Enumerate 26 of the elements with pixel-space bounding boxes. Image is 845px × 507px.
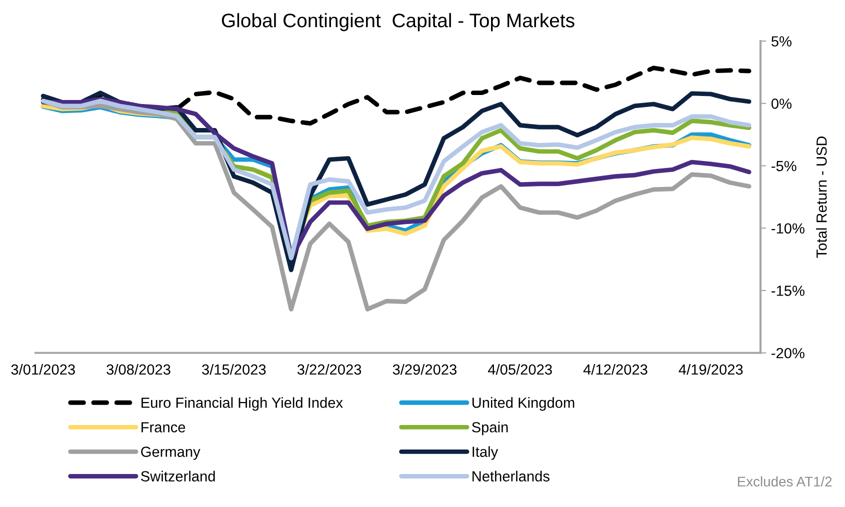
y-tick-label: -10% xyxy=(772,223,804,234)
y-tick-label: -5% xyxy=(772,160,796,172)
legend-label: France xyxy=(142,422,186,432)
y-tick-label: -20% xyxy=(772,348,804,358)
legend-label: United Kingdom xyxy=(472,397,574,411)
x-tick-label: 3/15/2023 xyxy=(202,364,266,375)
y-tick-label: 5% xyxy=(772,36,792,46)
legend-label: Switzerland xyxy=(141,470,215,482)
legend-label: Italy xyxy=(472,446,498,460)
x-tick-label: 3/08/2023 xyxy=(106,364,170,375)
x-tick-label: 3/22/2023 xyxy=(297,364,362,375)
legend-label: Netherlands xyxy=(472,470,550,482)
legend-label: Germany xyxy=(141,446,200,460)
y-axis-title: Total Return - USD xyxy=(816,136,827,258)
y-tick-label: 0% xyxy=(771,98,792,109)
x-tick-label: 3/29/2023 xyxy=(392,364,457,375)
x-tick-label: 4/12/2023 xyxy=(583,364,648,375)
chart-title: Global Contingient Capital - Top Markets xyxy=(222,13,574,32)
legend-label: Euro Financial High Yield Index xyxy=(142,397,343,411)
line-series xyxy=(40,98,752,312)
y-tick-label: -15% xyxy=(772,286,804,296)
x-tick-label: 4/19/2023 xyxy=(678,364,743,375)
x-tick-label: 4/05/2023 xyxy=(488,364,552,375)
text: Excludes AT1/2 xyxy=(738,476,832,487)
legend-label: Spain xyxy=(472,422,508,436)
x-tick-label: 3/01/2023 xyxy=(11,364,75,375)
